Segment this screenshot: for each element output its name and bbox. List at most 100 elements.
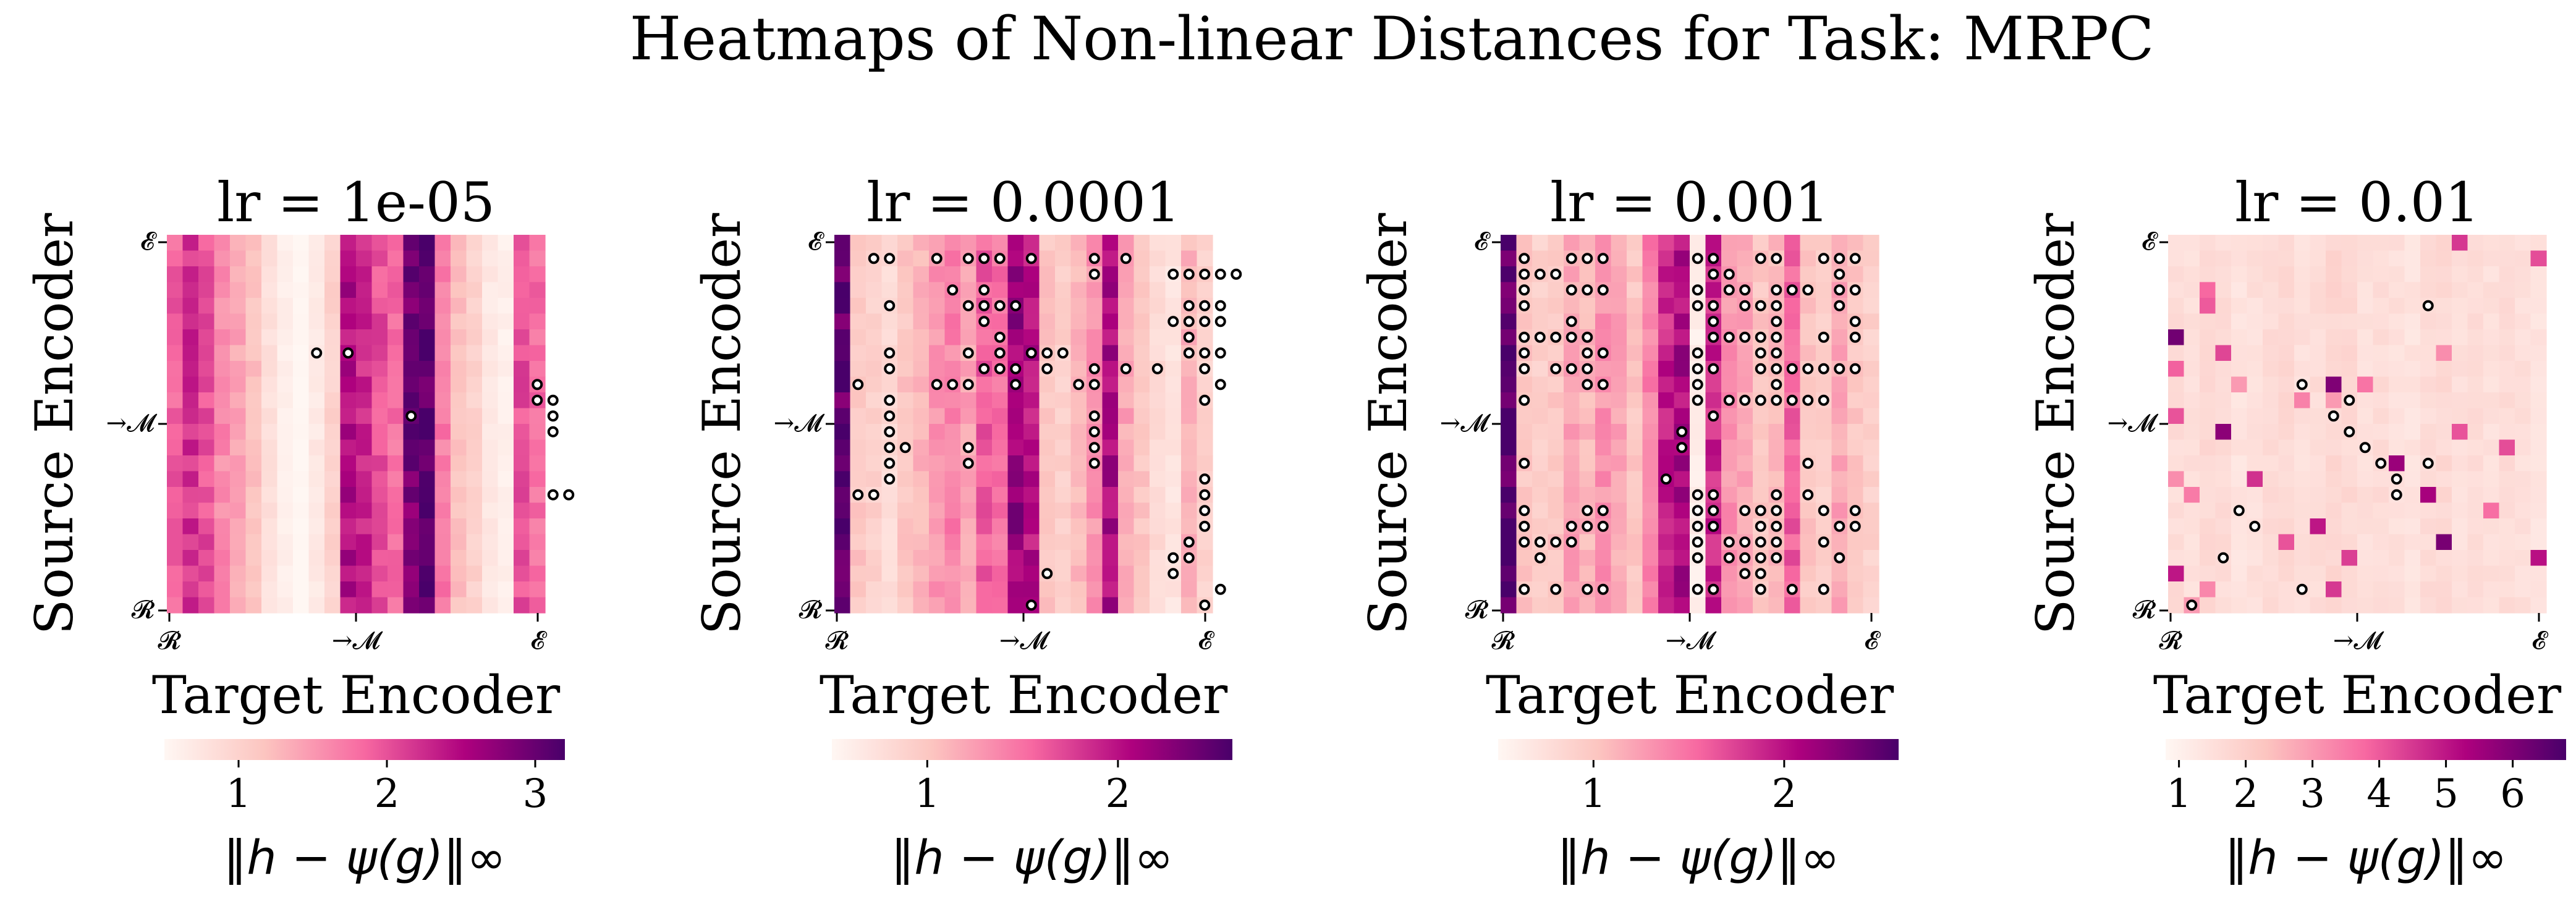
heatmap-cell [1690,408,1706,425]
heatmap-cell [451,250,467,267]
heatmap-cell [2530,502,2547,519]
heatmap-cell [1784,345,1801,361]
heatmap-cell [308,376,325,393]
heatmap-cell [1055,361,1072,378]
heatmap-cell [1087,471,1103,488]
heatmap-cell [1070,518,1087,535]
heatmap-cell [2499,455,2515,472]
heatmap-cell [929,298,946,315]
heatmap-cell [514,597,530,614]
heatmap-cell [1642,424,1659,441]
significance-marker [342,347,354,359]
heatmap-cell [514,487,530,504]
heatmap-cell [356,345,373,361]
heatmap-cell [2467,329,2484,346]
heatmap-cell [308,439,325,456]
heatmap-cell [2499,266,2515,283]
heatmap-cell [1658,266,1675,283]
heatmap-cell [245,581,262,598]
heatmap-cell [1548,487,1564,504]
heatmap-cell [482,235,499,251]
heatmap-cell [944,581,961,598]
significance-marker [1849,505,1861,517]
heatmap-cell [2326,518,2342,535]
heatmap-cell [2247,581,2263,598]
heatmap-cell [929,502,946,519]
heatmap-cell [419,250,436,267]
heatmap-cell [1611,392,1627,409]
heatmap-cell [1023,455,1040,472]
heatmap-cell [261,565,278,582]
heatmap-cell [992,266,1009,283]
heatmap-cell [245,471,262,488]
heatmap-cell [2294,471,2311,488]
heatmap-cell [2420,534,2437,551]
significance-marker [1708,316,1719,327]
heatmap-cell [388,313,404,330]
heatmap-cell [1007,471,1024,488]
heatmap-cell [1070,471,1087,488]
x-tick-label: 𝓔 [1198,627,1215,655]
heatmap-cell [1721,471,1738,488]
heatmap-cell [1133,282,1150,298]
heatmap-cell [1118,502,1135,519]
heatmap-cell [403,518,420,535]
heatmap-cell [1595,266,1612,283]
heatmap-cell [529,439,546,456]
heatmap-cell [929,266,946,283]
heatmap-cell [1595,565,1612,582]
heatmap-cell [1863,329,1879,346]
heatmap-cell [1674,408,1690,425]
heatmap-cell [2341,471,2358,488]
significance-marker [1771,347,1782,359]
heatmap-cell [2278,439,2295,456]
heatmap-cell [403,502,420,519]
heatmap-cell [1737,455,1753,472]
heatmap-cell [1816,550,1832,567]
heatmap-cell [2452,298,2468,315]
heatmap-cell [1847,345,1864,361]
heatmap-cell [913,282,930,298]
heatmap-cell [2294,329,2311,346]
heatmap-cell [2436,455,2452,472]
heatmap-cell [2263,439,2279,456]
significance-marker [1708,410,1719,422]
heatmap-cell [451,298,467,315]
heatmap-cell [1800,250,1816,267]
heatmap-cell [1133,534,1150,551]
heatmap-cell [2263,597,2279,614]
heatmap-cell [881,565,898,582]
heatmap-cell [992,235,1009,251]
heatmap-cell [182,266,199,283]
heatmap-cell [1611,235,1627,251]
heatmap-cell [182,392,199,409]
heatmap-cell [1501,392,1517,409]
heatmap-cell [1658,502,1675,519]
heatmap-cell [1532,313,1549,330]
heatmap-cell [2530,550,2547,567]
heatmap-cell [1863,361,1879,378]
heatmap-cell [2294,361,2311,378]
heatmap-cell [198,424,215,441]
heatmap-cell [2231,597,2248,614]
heatmap-cell [2452,424,2468,441]
heatmap-cell [1501,376,1517,393]
heatmap-cell [2436,235,2452,251]
colorbar-tick-label: 2 [1771,771,1797,817]
significance-marker [1708,505,1719,517]
heatmap-cell [2341,518,2358,535]
significance-marker [1692,552,1703,564]
heatmap-cell [2404,266,2421,283]
heatmap-cell [167,361,184,378]
heatmap-cell [434,439,451,456]
heatmap-cell [2341,439,2358,456]
heatmap-cell [167,250,184,267]
significance-marker [1088,363,1100,374]
heatmap-cell [976,408,993,425]
heatmap-cell [198,581,215,598]
heatmap-cell [167,487,184,504]
heatmap-cell [897,518,914,535]
heatmap-cell [1564,298,1580,315]
heatmap-cell [293,345,310,361]
heatmap-cell [482,581,499,598]
